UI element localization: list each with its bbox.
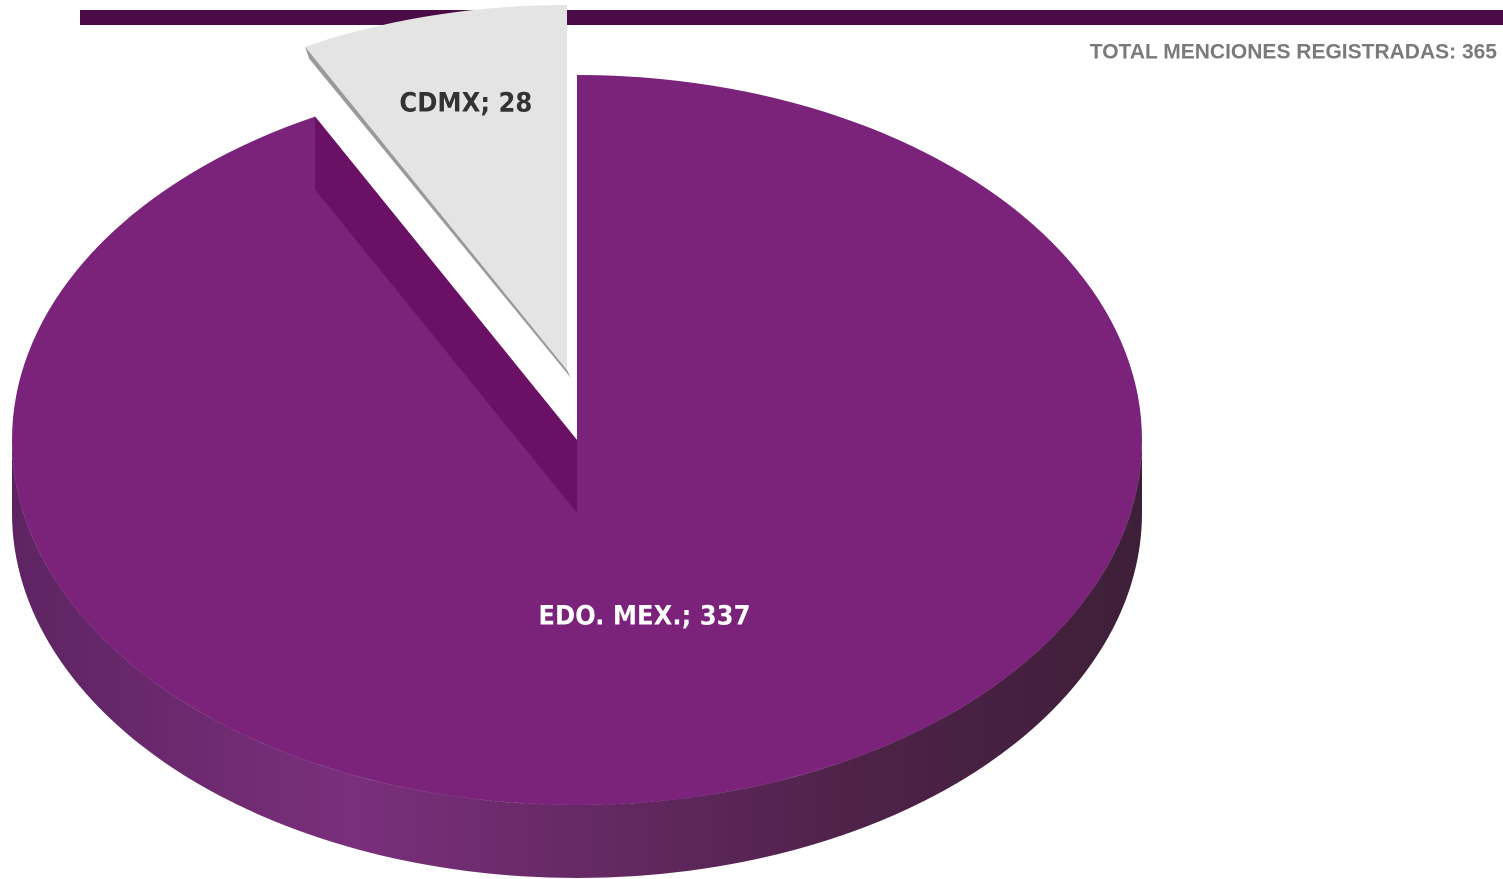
pie-cut-face: [315, 116, 577, 513]
data-label: EDO. MEX.; 337: [538, 601, 750, 632]
header-bar: [80, 10, 1503, 25]
pie-side: [12, 440, 1142, 878]
annotation: TOTAL MENCIONES REGISTRADAS: 365: [1090, 41, 1498, 64]
slice-edge: [305, 46, 571, 378]
data-label: CDMX; 28: [399, 88, 532, 119]
pie-slice: [305, 4, 567, 370]
